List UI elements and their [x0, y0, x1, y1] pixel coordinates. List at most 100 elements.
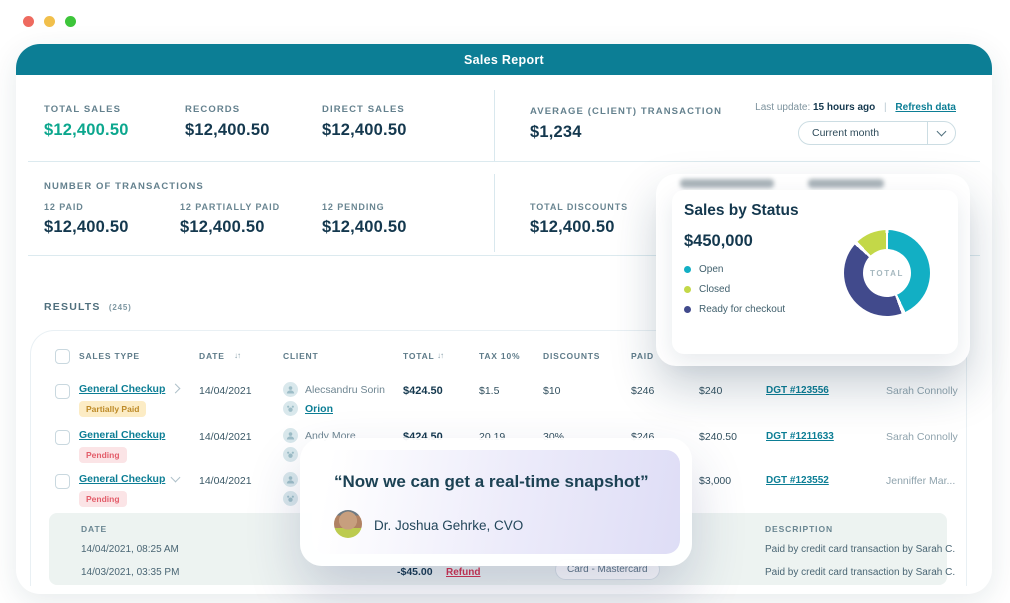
sales-type-link[interactable]: General Checkup	[79, 383, 166, 395]
row-total: $424.50	[403, 385, 443, 397]
pet-avatar-icon	[283, 401, 298, 416]
sort-total-icon[interactable]: ↓↑	[437, 351, 444, 360]
stat-total-discounts-value: $12,400.50	[530, 218, 615, 236]
select-all-checkbox[interactable]	[55, 349, 70, 364]
donut-center-label: TOTAL	[870, 268, 904, 278]
payment-description: Paid by credit card transaction by Sarah…	[765, 544, 956, 555]
col-tax[interactable]: TAX 10%	[479, 351, 521, 361]
collapse-row-icon[interactable]	[172, 473, 179, 481]
last-update: Last update: 15 hours ago | Refresh data	[755, 102, 956, 113]
col-total[interactable]: TOTAL	[403, 351, 435, 361]
payment-description: Paid by credit card transaction by Sarah…	[765, 567, 956, 578]
last-update-value: 15 hours ago	[813, 102, 876, 113]
sales-by-status-panel: Sales by Status $450,000 Open Closed Rea…	[672, 190, 958, 354]
stat-pending: 12 PENDING $12,400.50	[322, 202, 407, 236]
pet-avatar-icon	[283, 447, 298, 462]
divider	[28, 161, 980, 162]
close-window-icon[interactable]	[23, 16, 34, 27]
row-date: 14/04/2021	[199, 475, 252, 487]
row-staff: Sarah Connolly	[886, 431, 958, 443]
chart-total-value: $450,000	[684, 232, 753, 250]
results-heading: RESULTS (245)	[44, 301, 132, 313]
refresh-data-link[interactable]: Refresh data	[895, 102, 956, 113]
row-staff: Jenniffer Mar...	[886, 475, 956, 487]
divider	[28, 255, 980, 256]
legend-item-ready: Ready for checkout	[684, 304, 785, 315]
dropdown-toggle[interactable]	[927, 122, 955, 144]
stat-average-transaction: AVERAGE (CLIENT) TRANSACTION $1,234	[530, 106, 723, 141]
row-discounts: $10	[543, 385, 561, 397]
expanded-description-header: DESCRIPTION	[765, 524, 833, 534]
stat-total-sales-value: $12,400.50	[44, 121, 129, 139]
row-tax: $1.5	[479, 385, 500, 397]
payment-date: 14/03/2021, 03:35 PM	[81, 567, 180, 578]
status-badge: Pending	[79, 491, 127, 507]
stat-partially-paid: 12 PARTIALLY PAID $12,400.50	[180, 202, 280, 236]
status-badge: Partially Paid	[79, 401, 147, 417]
stat-pending-value: $12,400.50	[322, 218, 407, 236]
sales-type-link[interactable]: General Checkup	[79, 473, 166, 485]
legend-item-open: Open	[684, 264, 785, 275]
maximize-window-icon[interactable]	[65, 16, 76, 27]
expanded-date-header: DATE	[81, 524, 108, 534]
testimonial-author: Dr. Joshua Gehrke, CVO	[374, 518, 524, 533]
sales-by-status-card: Sales by Status $450,000 Open Closed Rea…	[656, 174, 970, 366]
document-link[interactable]: DGT #123552	[766, 475, 829, 486]
legend-item-closed: Closed	[684, 284, 785, 295]
donut-center: TOTAL	[863, 249, 911, 297]
blurred-background-text	[680, 179, 774, 188]
chart-legend: Open Closed Ready for checkout	[684, 264, 785, 324]
testimonial-avatar	[334, 510, 362, 538]
row-checkbox[interactable]	[55, 430, 70, 445]
client-avatar-icon	[283, 472, 298, 487]
testimonial-quote: “Now we can get a real-time snapshot”	[334, 472, 649, 491]
stat-records-value: $12,400.50	[185, 121, 270, 139]
client-name: Alecsandru Sorin	[305, 384, 385, 396]
minimize-window-icon[interactable]	[44, 16, 55, 27]
stat-average-value: $1,234	[530, 123, 582, 141]
divider	[494, 90, 495, 161]
row-due: $3,000	[699, 475, 732, 487]
results-count: (245)	[108, 303, 132, 312]
status-badge: Pending	[79, 447, 127, 463]
pet-name-link[interactable]: Orion	[305, 403, 333, 415]
document-link[interactable]: DGT #123556	[766, 385, 829, 396]
donut-chart: TOTAL	[844, 230, 930, 316]
refund-amount: -$45.00	[397, 566, 433, 578]
sales-type-link[interactable]: General Checkup	[79, 429, 166, 441]
col-date[interactable]: DATE	[199, 351, 225, 361]
chart-title: Sales by Status	[684, 202, 799, 219]
row-date: 14/04/2021	[199, 385, 252, 397]
col-sales-type[interactable]: SALES TYPE	[79, 351, 140, 361]
col-paid[interactable]: PAID	[631, 351, 654, 361]
blurred-background-text	[808, 179, 884, 188]
sort-date-icon[interactable]: ↓↑	[234, 351, 241, 360]
page-title: Sales Report	[463, 52, 545, 67]
period-dropdown-value: Current month	[812, 127, 880, 139]
refund-link[interactable]: Refund	[446, 567, 481, 578]
row-due: $240	[699, 385, 723, 397]
pet-avatar-icon	[283, 491, 298, 506]
row-checkbox[interactable]	[55, 474, 70, 489]
closed-dot-icon	[684, 286, 691, 293]
row-date: 14/04/2021	[199, 431, 252, 443]
stat-direct-sales: DIRECT SALES $12,400.50	[322, 104, 407, 139]
window-controls	[23, 16, 76, 27]
document-link[interactable]: DGT #1211633	[766, 431, 834, 442]
open-dot-icon	[684, 266, 691, 273]
stat-paid-value: $12,400.50	[44, 218, 129, 236]
expand-row-icon[interactable]	[172, 383, 179, 392]
client-avatar-icon	[283, 428, 298, 443]
row-paid: $246	[631, 385, 655, 397]
period-dropdown[interactable]: Current month	[798, 121, 956, 145]
stat-records: RECORDS $12,400.50	[185, 104, 270, 139]
row-checkbox[interactable]	[55, 384, 70, 399]
ready-dot-icon	[684, 306, 691, 313]
col-discounts[interactable]: DISCOUNTS	[543, 351, 601, 361]
testimonial-card: “Now we can get a real-time snapshot” Dr…	[300, 438, 692, 566]
stat-total-sales: TOTAL SALES $12,400.50	[44, 104, 129, 139]
col-client[interactable]: CLIENT	[283, 351, 319, 361]
client-avatar-icon	[283, 382, 298, 397]
divider	[494, 174, 495, 252]
